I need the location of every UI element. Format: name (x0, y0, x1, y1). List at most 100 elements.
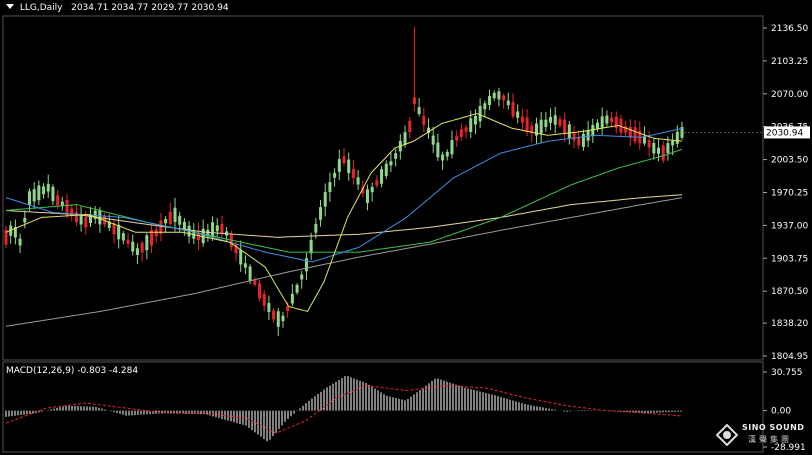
candle-body (464, 127, 468, 132)
candle-body (605, 115, 609, 124)
macd-header: MACD(12,26,9) -0.803 -4.284 (6, 366, 138, 376)
candle-body (276, 311, 280, 327)
chart-header: LLG,Daily 2034.71 2034.77 2029.77 2030.9… (6, 3, 229, 13)
candle-body (215, 225, 219, 232)
candle-body (234, 244, 238, 254)
candle-body (121, 233, 125, 241)
candle-body (60, 201, 64, 207)
candle-body (74, 212, 78, 223)
price-tick-label: 1970.25 (771, 188, 808, 198)
macd-pane-border (2, 361, 764, 453)
macd-layer (5, 376, 683, 442)
candle-body (46, 184, 50, 192)
candle-body (473, 115, 477, 125)
candle-body (229, 234, 233, 248)
ma_blue-line (5, 127, 683, 263)
macd-tick-label: -28.991 (771, 443, 806, 453)
symbol-label: LLG,Daily (19, 3, 63, 13)
candle-body (657, 147, 661, 154)
candle-body (4, 229, 8, 245)
macd-tick-label: 30.755 (771, 368, 803, 378)
candle-body (56, 195, 60, 206)
candle-body (267, 303, 271, 313)
candle-body (79, 215, 83, 225)
ohlc-values: 2034.71 2034.77 2029.77 2030.94 (71, 3, 229, 13)
macd-signal-line (5, 384, 683, 434)
candle-body (488, 95, 492, 106)
candle-body (511, 101, 515, 117)
candle-body (619, 118, 623, 133)
candle-body (239, 249, 243, 265)
candle-body (497, 91, 501, 100)
candle-body (544, 119, 548, 128)
macd-tick-label: 0.00 (771, 407, 791, 417)
price-tick-label: 2103.25 (771, 57, 808, 67)
candle-body (436, 142, 440, 158)
ma_yellow-line (5, 113, 683, 312)
candle-body (281, 315, 285, 322)
candle-body (351, 168, 355, 179)
candle-body (520, 116, 524, 123)
candle-body (65, 199, 69, 215)
candle-body (445, 151, 449, 157)
candle-body (135, 248, 139, 255)
candle-body (610, 117, 614, 123)
candle-body (633, 127, 637, 142)
candle-body (290, 293, 294, 304)
candle-body (380, 169, 384, 184)
candle-body (70, 208, 74, 216)
candle-body (89, 214, 92, 224)
candle-body (164, 218, 168, 224)
candle-body (412, 97, 416, 104)
candle-body (27, 191, 31, 205)
candle-body (347, 159, 351, 174)
price-tick-label: 1937.00 (771, 221, 808, 231)
candle-body (624, 126, 628, 133)
candle-body (365, 189, 369, 203)
candle-body (534, 123, 538, 136)
ma_grey-line (5, 197, 683, 327)
candle-body (211, 222, 215, 238)
candle-body (361, 187, 365, 194)
candle-body (328, 182, 332, 192)
candle-body (304, 258, 308, 272)
price-tick-label: 1903.75 (771, 254, 808, 264)
candle-body (417, 107, 421, 114)
candle-body (154, 229, 158, 237)
candle-body (23, 217, 27, 223)
candle-body (196, 232, 200, 241)
candle-body (356, 177, 360, 185)
candle-body (652, 143, 656, 154)
candle-body (253, 279, 257, 285)
candle-body (42, 186, 46, 195)
candle-body (525, 117, 529, 132)
candle-body (314, 223, 318, 233)
ma_khaki-line (5, 194, 683, 238)
candle-body (384, 163, 388, 176)
candle-body (107, 221, 111, 228)
candle-body (131, 241, 135, 252)
candle-body (403, 132, 407, 145)
candle-body (126, 239, 130, 244)
dropdown-triangle-icon[interactable] (6, 4, 14, 9)
candle-body (567, 124, 571, 139)
candle-body (450, 140, 454, 155)
candle-body (182, 221, 186, 231)
logo-mark-icon (716, 424, 738, 446)
candle-body (168, 211, 172, 224)
candle-body (112, 223, 116, 235)
candle-body (243, 263, 247, 268)
candle-body (614, 116, 618, 129)
candle-body (600, 116, 604, 128)
candle-body (272, 310, 276, 320)
price-tick-label: 1804.95 (771, 352, 808, 362)
candle-body (18, 238, 22, 246)
candle-body (323, 192, 327, 207)
logo-name: SINO SOUND (742, 423, 805, 432)
candle-body (262, 293, 266, 306)
candle-body (502, 95, 506, 101)
candle-body (459, 129, 463, 137)
candle-body (516, 111, 520, 118)
macd-axis: 30.755 0.00 -28.991 (763, 368, 806, 453)
